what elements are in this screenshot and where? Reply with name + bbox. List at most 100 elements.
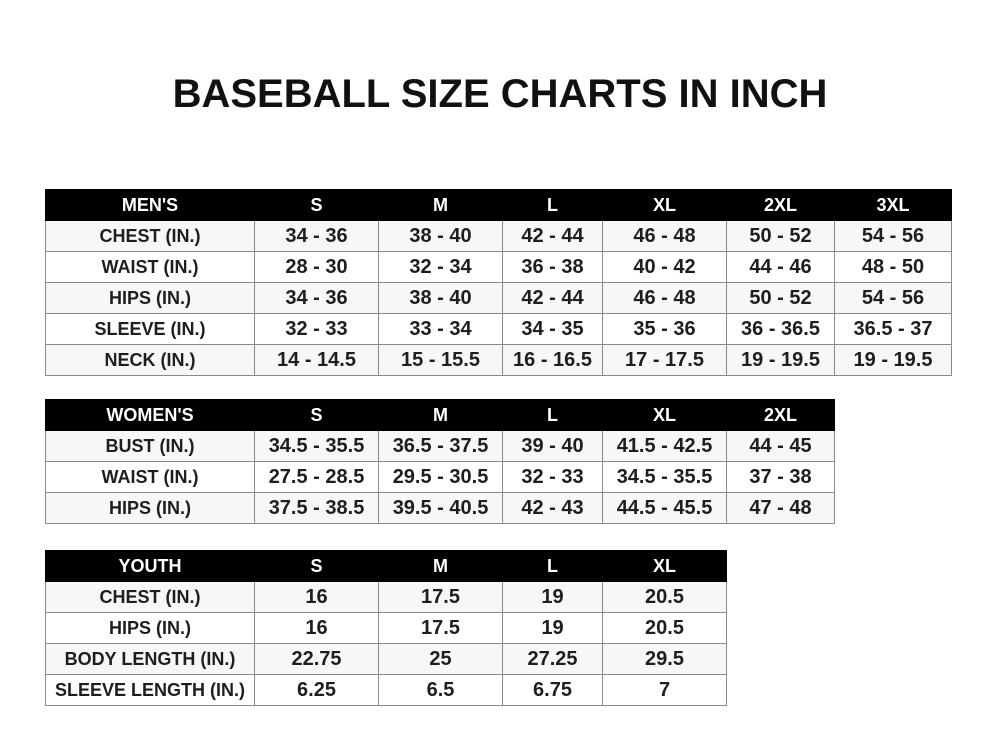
size-header: XL	[602, 399, 727, 431]
measurement-cell: 7	[602, 674, 727, 706]
measurement-cell: 34.5 - 35.5	[254, 430, 379, 462]
table-row: HIPS (IN.) 16 17.5 19 20.5	[45, 612, 727, 644]
table-row: NECK (IN.) 14 - 14.5 15 - 15.5 16 - 16.5 17 …	[45, 344, 952, 376]
size-header: L	[502, 399, 603, 431]
measurement-cell: 36.5 - 37.5	[378, 430, 503, 462]
measurement-cell: 17.5	[378, 581, 503, 613]
measurement-cell: 36.5 - 37	[834, 313, 952, 345]
measurement-cell: 40 - 42	[602, 251, 727, 283]
page-title: BASEBALL SIZE CHARTS IN INCH	[172, 72, 828, 116]
measurement-cell: 35 - 36	[602, 313, 727, 345]
measurement-cell: 47 - 48	[726, 492, 835, 524]
measurement-cell: 19 - 19.5	[834, 344, 952, 376]
measurement-cell: 19	[502, 612, 603, 644]
measurement-cell: 16	[254, 612, 379, 644]
table-header-row: MEN'S S M L XL 2XL 3XL	[45, 189, 952, 221]
size-header: M	[378, 550, 503, 582]
youth-size-table: YOUTH S M L XL CHEST (IN.) 16 17.5 19 20.5 HIPS (I…	[45, 550, 727, 706]
measurement-cell: 33 - 34	[378, 313, 503, 345]
measurement-cell: 48 - 50	[834, 251, 952, 283]
measurement-cell: 38 - 40	[378, 220, 503, 252]
measurement-cell: 6.5	[378, 674, 503, 706]
table-row: HIPS (IN.) 34 - 36 38 - 40 42 - 44 46 - 48 50…	[45, 282, 952, 314]
measurement-label: WAIST (IN.)	[45, 461, 255, 493]
measurement-cell: 17.5	[378, 612, 503, 644]
measurement-label: SLEEVE LENGTH (IN.)	[45, 674, 255, 706]
women-size-table: WOMEN'S S M L XL 2XL BUST (IN.) 34.5 - 35.5 36.5…	[45, 399, 835, 524]
measurement-cell: 22.75	[254, 643, 379, 675]
table-row: BODY LENGTH (IN.) 22.75 25 27.25 29.5	[45, 643, 727, 675]
measurement-label: HIPS (IN.)	[45, 282, 255, 314]
measurement-cell: 44 - 46	[726, 251, 835, 283]
measurement-cell: 32 - 33	[502, 461, 603, 493]
measurement-cell: 50 - 52	[726, 282, 835, 314]
measurement-cell: 39.5 - 40.5	[378, 492, 503, 524]
table-row: BUST (IN.) 34.5 - 35.5 36.5 - 37.5 39 - 40 4…	[45, 430, 835, 462]
measurement-label: SLEEVE (IN.)	[45, 313, 255, 345]
size-header: S	[254, 189, 379, 221]
size-header: XL	[602, 189, 727, 221]
measurement-cell: 19 - 19.5	[726, 344, 835, 376]
measurement-label: HIPS (IN.)	[45, 612, 255, 644]
measurement-cell: 34 - 36	[254, 282, 379, 314]
measurement-cell: 16	[254, 581, 379, 613]
measurement-cell: 34 - 36	[254, 220, 379, 252]
measurement-label: BUST (IN.)	[45, 430, 255, 462]
measurement-cell: 37 - 38	[726, 461, 835, 493]
table-row: SLEEVE LENGTH (IN.) 6.25 6.5 6.75 7	[45, 674, 727, 706]
size-header: S	[254, 550, 379, 582]
measurement-cell: 44.5 - 45.5	[602, 492, 727, 524]
measurement-cell: 20.5	[602, 581, 727, 613]
size-header: XL	[602, 550, 727, 582]
measurement-cell: 42 - 44	[502, 220, 603, 252]
measurement-cell: 20.5	[602, 612, 727, 644]
measurement-cell: 54 - 56	[834, 220, 952, 252]
measurement-cell: 41.5 - 42.5	[602, 430, 727, 462]
size-header: 2XL	[726, 399, 835, 431]
table-row: WAIST (IN.) 28 - 30 32 - 34 36 - 38 40 - 42 4…	[45, 251, 952, 283]
measurement-cell: 54 - 56	[834, 282, 952, 314]
measurement-label: NECK (IN.)	[45, 344, 255, 376]
size-header: L	[502, 189, 603, 221]
measurement-cell: 27.25	[502, 643, 603, 675]
measurement-cell: 50 - 52	[726, 220, 835, 252]
measurement-cell: 36 - 36.5	[726, 313, 835, 345]
measurement-cell: 6.75	[502, 674, 603, 706]
measurement-cell: 42 - 44	[502, 282, 603, 314]
measurement-cell: 46 - 48	[602, 282, 727, 314]
measurement-cell: 14 - 14.5	[254, 344, 379, 376]
measurement-cell: 32 - 33	[254, 313, 379, 345]
table-row: CHEST (IN.) 34 - 36 38 - 40 42 - 44 46 - 48 5…	[45, 220, 952, 252]
measurement-cell: 25	[378, 643, 503, 675]
measurement-cell: 34 - 35	[502, 313, 603, 345]
measurement-cell: 15 - 15.5	[378, 344, 503, 376]
measurement-cell: 19	[502, 581, 603, 613]
category-header: YOUTH	[45, 550, 255, 582]
measurement-cell: 32 - 34	[378, 251, 503, 283]
measurement-label: BODY LENGTH (IN.)	[45, 643, 255, 675]
measurement-cell: 38 - 40	[378, 282, 503, 314]
measurement-cell: 27.5 - 28.5	[254, 461, 379, 493]
measurement-cell: 37.5 - 38.5	[254, 492, 379, 524]
measurement-label: CHEST (IN.)	[45, 581, 255, 613]
measurement-label: WAIST (IN.)	[45, 251, 255, 283]
size-header: S	[254, 399, 379, 431]
measurement-cell: 44 - 45	[726, 430, 835, 462]
measurement-cell: 29.5	[602, 643, 727, 675]
table-row: CHEST (IN.) 16 17.5 19 20.5	[45, 581, 727, 613]
measurement-cell: 16 - 16.5	[502, 344, 603, 376]
measurement-label: CHEST (IN.)	[45, 220, 255, 252]
table-row: WAIST (IN.) 27.5 - 28.5 29.5 - 30.5 32 - 33…	[45, 461, 835, 493]
table-header-row: YOUTH S M L XL	[45, 550, 727, 582]
table-header-row: WOMEN'S S M L XL 2XL	[45, 399, 835, 431]
size-header: L	[502, 550, 603, 582]
table-row: SLEEVE (IN.) 32 - 33 33 - 34 34 - 35 35 - 36…	[45, 313, 952, 345]
category-header: WOMEN'S	[45, 399, 255, 431]
size-header: 3XL	[834, 189, 952, 221]
measurement-label: HIPS (IN.)	[45, 492, 255, 524]
table-row: HIPS (IN.) 37.5 - 38.5 39.5 - 40.5 42 - 43 4…	[45, 492, 835, 524]
measurement-cell: 17 - 17.5	[602, 344, 727, 376]
category-header: MEN'S	[45, 189, 255, 221]
measurement-cell: 6.25	[254, 674, 379, 706]
size-header: M	[378, 189, 503, 221]
